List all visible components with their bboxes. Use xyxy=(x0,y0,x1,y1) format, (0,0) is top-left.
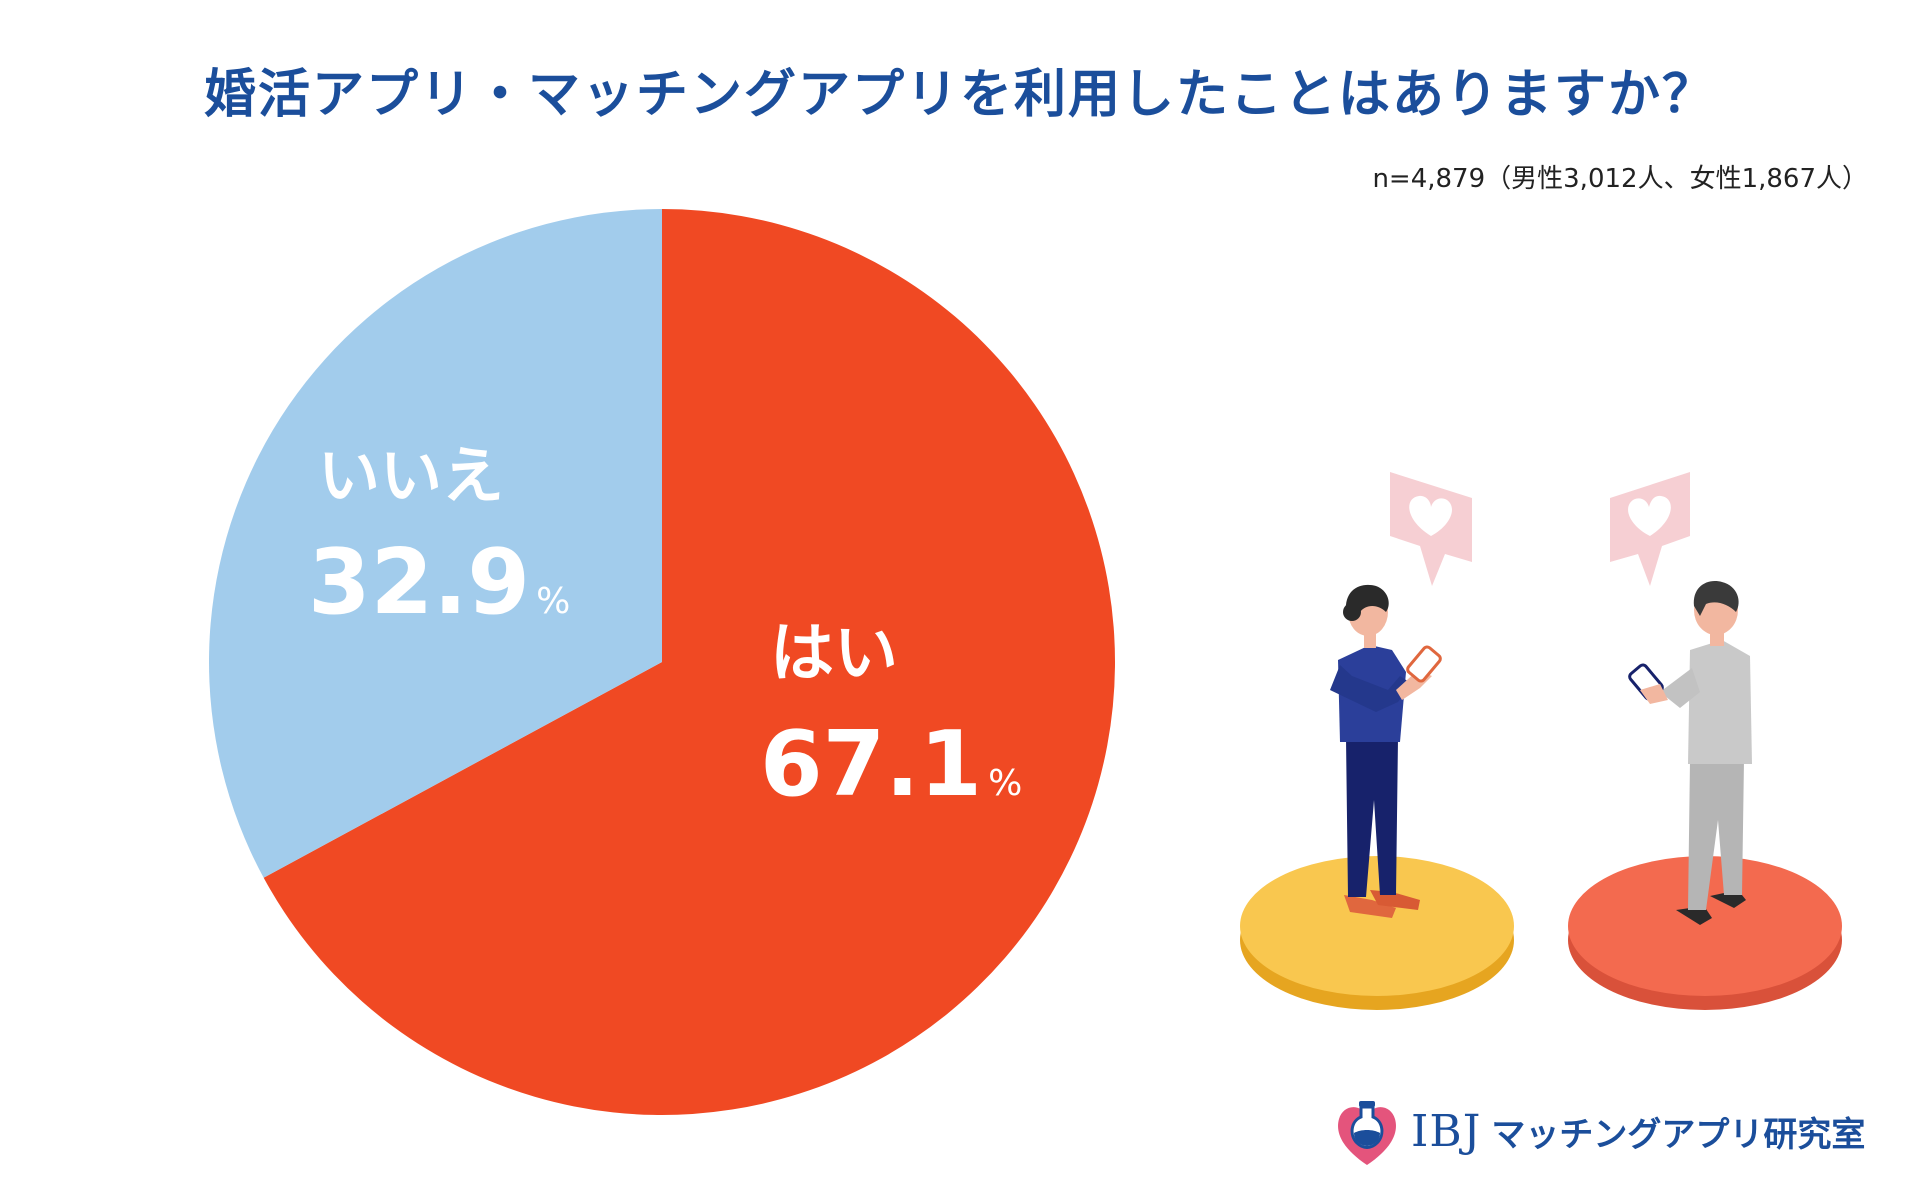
slice-value-no-number: 32.9 xyxy=(308,530,530,635)
slice-value-yes-number: 67.1 xyxy=(760,712,982,817)
logo-ibj-text: IBJ xyxy=(1411,1105,1482,1157)
slice-value-yes-unit: % xyxy=(988,763,1022,804)
slice-label-no: いいえ xyxy=(318,439,504,512)
slice-value-no-unit: % xyxy=(536,581,570,622)
logo-name-text: マッチングアプリ研究室 xyxy=(1491,1114,1866,1155)
logo: IBJ マッチングアプリ研究室 xyxy=(1335,1095,1865,1167)
chart-title: 婚活アプリ・マッチングアプリを利用したことはありますか？ xyxy=(203,65,1716,125)
platform-red xyxy=(1568,856,1842,1010)
man-with-phone-icon xyxy=(1628,581,1752,925)
heart-speech-bubble-icon xyxy=(1610,472,1690,586)
pie-slice-no xyxy=(208,208,662,878)
slice-value-yes: 67.1% xyxy=(760,712,1022,817)
pie-slice-yes xyxy=(263,209,1116,1115)
slice-label-yes: はい xyxy=(770,617,898,691)
heart-speech-bubble-icon xyxy=(1390,472,1472,586)
sample-size-note: n=4,879（男性3,012人、女性1,867人） xyxy=(1372,164,1868,194)
pie-labels: はい 67.1% いいえ 32.9% xyxy=(308,439,1022,817)
pie-slices xyxy=(208,208,1116,1115)
woman-with-phone-icon xyxy=(1330,584,1442,918)
heart-flask-icon xyxy=(1338,1101,1396,1165)
platform-yellow xyxy=(1240,856,1514,1010)
slice-value-no: 32.9% xyxy=(308,530,570,635)
